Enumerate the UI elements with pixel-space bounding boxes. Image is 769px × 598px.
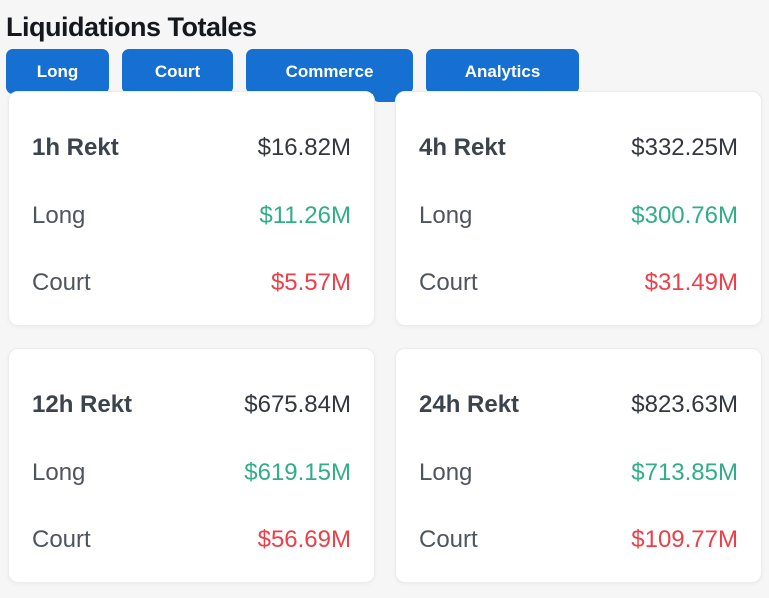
stat-row-short: Court $5.57M [32,269,351,297]
stat-row-short: Court $31.49M [419,269,738,297]
long-label: Long [32,458,86,486]
tab-long[interactable]: Long [6,49,109,94]
stat-row-short: Court $56.69M [32,526,351,554]
stat-row-total: 4h Rekt $332.25M [419,134,738,162]
tab-commerce[interactable]: Commerce [246,49,413,102]
short-label: Court [32,269,91,296]
short-label: Court [32,526,91,553]
period-label: 12h Rekt [32,391,133,418]
total-value: $823.63M [631,391,738,418]
total-value: $675.84M [244,391,351,418]
long-value: $619.15M [244,458,351,486]
total-value: $332.25M [631,134,738,161]
stat-row-short: Court $109.77M [419,526,738,554]
liquidation-cards-grid: 1h Rekt $16.82M Long $11.26M Court $5.57… [8,91,762,583]
stat-row-total: 1h Rekt $16.82M [32,134,351,162]
long-label: Long [32,201,86,229]
stat-row-long: Long $713.85M [419,459,738,487]
tab-court[interactable]: Court [122,49,233,94]
short-label: Court [419,526,478,553]
long-label: Long [419,201,473,229]
card-1h-rekt: 1h Rekt $16.82M Long $11.26M Court $5.57… [8,91,375,326]
short-value: $56.69M [257,526,351,553]
timeframe-tab-bar: Long Court Commerce Analytics [6,49,769,102]
period-label: 1h Rekt [32,134,119,161]
long-label: Long [419,458,473,486]
stat-row-long: Long $11.26M [32,202,351,230]
stat-row-total: 24h Rekt $823.63M [419,391,738,419]
period-label: 4h Rekt [419,134,506,161]
tab-analytics[interactable]: Analytics [426,49,579,94]
card-4h-rekt: 4h Rekt $332.25M Long $300.76M Court $31… [395,91,762,326]
stat-row-long: Long $619.15M [32,459,351,487]
long-value: $713.85M [631,458,738,486]
card-24h-rekt: 24h Rekt $823.63M Long $713.85M Court $1… [395,348,762,583]
short-value: $5.57M [270,269,351,296]
short-label: Court [419,269,478,296]
total-value: $16.82M [257,134,351,161]
short-value: $31.49M [644,269,738,296]
stat-row-total: 12h Rekt $675.84M [32,391,351,419]
period-label: 24h Rekt [419,391,520,418]
page-title: Liquidations Totales [6,12,257,42]
short-value: $109.77M [631,526,738,553]
long-value: $11.26M [259,201,351,229]
long-value: $300.76M [631,201,738,229]
card-12h-rekt: 12h Rekt $675.84M Long $619.15M Court $5… [8,348,375,583]
stat-row-long: Long $300.76M [419,202,738,230]
